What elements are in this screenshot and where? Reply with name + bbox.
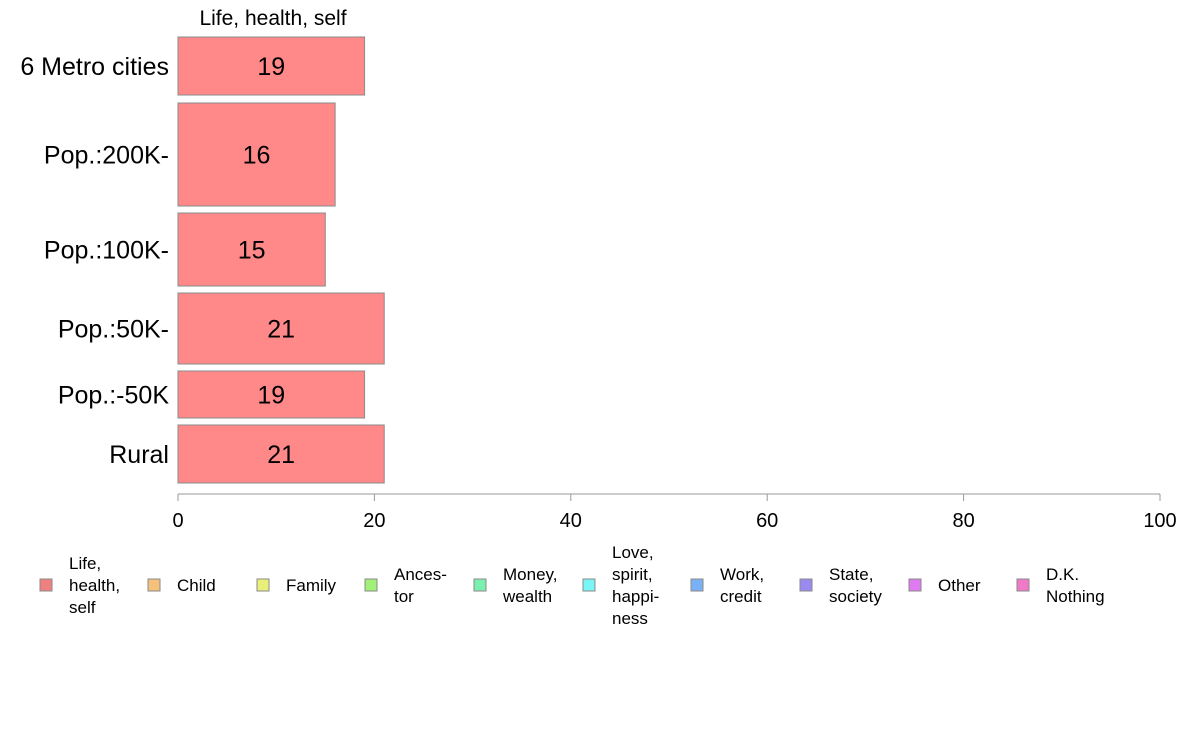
legend-label: Love, spirit, happi-ness	[612, 543, 659, 628]
x-tick-label: 100	[1143, 510, 1176, 532]
legend-item: Work, credit	[691, 565, 764, 606]
category-label: 6 Metro cities	[20, 53, 169, 81]
legend-swatch	[474, 579, 486, 591]
category-label: Pop.:50K-	[58, 316, 169, 344]
bar-chart: Life, health, self 19 16 15 21 19 21 6 Metro …	[0, 0, 1188, 736]
bars-layer: 19 16 15 21 19 21	[178, 37, 384, 483]
category-label: Pop.:200K-	[44, 142, 169, 170]
legend-swatch	[909, 579, 921, 591]
legend-label: Ances-tor	[394, 565, 447, 606]
legend-label: State, society	[829, 565, 882, 606]
legend: Life, health, self Child Family Ances-tor Mone…	[40, 543, 1105, 628]
legend-swatch	[691, 579, 703, 591]
legend-swatch	[800, 579, 812, 591]
category-labels: 6 Metro cities Pop.:200K- Pop.:100K- Pop.:5…	[20, 53, 169, 469]
legend-label: Other	[938, 576, 981, 595]
series-title: Life, health, self	[199, 7, 346, 30]
category-label: Rural	[109, 441, 169, 469]
legend-swatch	[257, 579, 269, 591]
legend-item: D.K. Nothing	[1017, 565, 1105, 606]
bar-value-label: 19	[257, 382, 285, 410]
legend-item: Child	[148, 576, 216, 595]
x-tick-label: 20	[363, 510, 385, 532]
legend-swatch	[40, 579, 52, 591]
legend-label: Child	[177, 576, 216, 595]
category-label: Pop.:100K-	[44, 237, 169, 265]
bar-value-label: 15	[238, 237, 266, 265]
x-tick-label: 80	[952, 510, 974, 532]
legend-item: Love, spirit, happi-ness	[583, 543, 659, 628]
legend-label: Life, health, self	[69, 554, 120, 617]
legend-item: Money, wealth	[474, 565, 558, 606]
legend-swatch	[148, 579, 160, 591]
bar-value-label: 21	[267, 316, 295, 344]
legend-item: Ances-tor	[365, 565, 447, 606]
legend-label: D.K. Nothing	[1046, 565, 1105, 606]
legend-item: State, society	[800, 565, 882, 606]
x-axis: 0 20 40 60 80 100	[172, 494, 1176, 532]
x-tick-label: 0	[172, 510, 183, 532]
bar-value-label: 19	[257, 53, 285, 81]
category-label: Pop.:-50K	[58, 382, 170, 410]
x-tick-label: 60	[756, 510, 778, 532]
bar-value-label: 16	[243, 142, 271, 170]
legend-swatch	[1017, 579, 1029, 591]
legend-item: Family	[257, 576, 337, 595]
legend-item: Other	[909, 576, 981, 595]
legend-label: Work, credit	[720, 565, 764, 606]
legend-swatch	[365, 579, 377, 591]
bar-value-label: 21	[267, 441, 295, 469]
legend-swatch	[583, 579, 595, 591]
legend-label: Money, wealth	[502, 565, 558, 606]
legend-label: Family	[286, 576, 337, 595]
legend-item: Life, health, self	[40, 554, 120, 617]
x-tick-label: 40	[560, 510, 582, 532]
